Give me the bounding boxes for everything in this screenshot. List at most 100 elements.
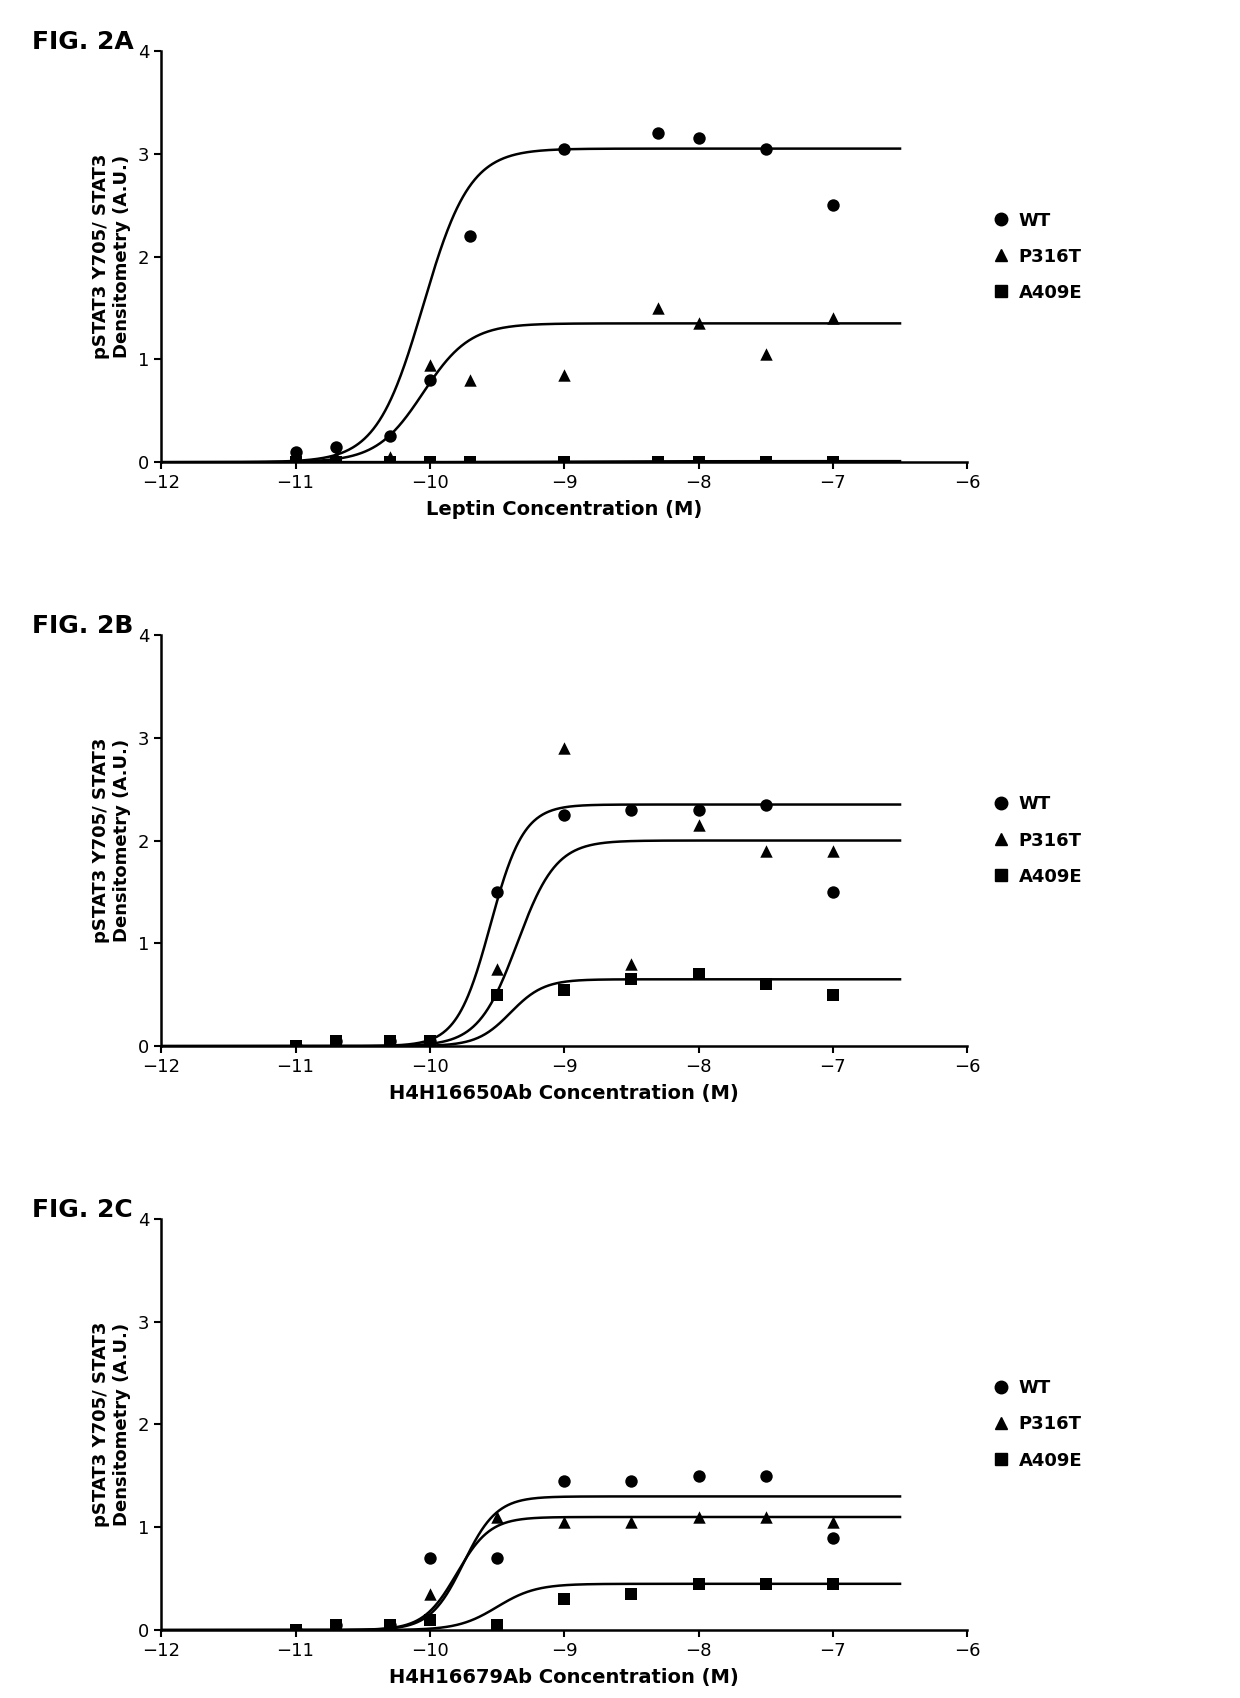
Point bbox=[554, 735, 574, 762]
Point bbox=[326, 1611, 346, 1639]
Point bbox=[649, 119, 668, 146]
Point bbox=[420, 1027, 440, 1054]
Point bbox=[554, 1586, 574, 1613]
Point bbox=[285, 448, 305, 475]
Point bbox=[621, 796, 641, 824]
Point bbox=[688, 1503, 708, 1530]
Point bbox=[487, 1545, 507, 1572]
Point bbox=[756, 136, 776, 163]
Point bbox=[285, 448, 305, 475]
Point bbox=[621, 951, 641, 978]
Point bbox=[487, 1503, 507, 1530]
Point bbox=[756, 971, 776, 998]
Point bbox=[285, 1032, 305, 1060]
Point bbox=[379, 1611, 399, 1639]
Point bbox=[823, 1508, 843, 1535]
Point bbox=[379, 1027, 399, 1054]
Point bbox=[379, 1027, 399, 1054]
Point bbox=[756, 448, 776, 475]
Legend: WT, P316T, A409E: WT, P316T, A409E bbox=[985, 1372, 1090, 1477]
Point bbox=[688, 448, 708, 475]
Point bbox=[326, 1611, 346, 1639]
Point bbox=[285, 1616, 305, 1644]
Point bbox=[326, 1027, 346, 1054]
Text: FIG. 2B: FIG. 2B bbox=[32, 615, 134, 638]
Point bbox=[420, 367, 440, 394]
Point bbox=[688, 1571, 708, 1598]
Y-axis label: pSTAT3 Y705/ STAT3
Densitometry (A.U.): pSTAT3 Y705/ STAT3 Densitometry (A.U.) bbox=[92, 1321, 131, 1527]
Point bbox=[688, 961, 708, 988]
Point bbox=[420, 1581, 440, 1608]
Point bbox=[326, 1611, 346, 1639]
Point bbox=[756, 341, 776, 368]
Point bbox=[621, 966, 641, 993]
Point bbox=[285, 1032, 305, 1060]
Point bbox=[379, 1611, 399, 1639]
Point bbox=[420, 1545, 440, 1572]
Point bbox=[554, 1467, 574, 1494]
Point bbox=[326, 448, 346, 475]
Point bbox=[460, 448, 480, 475]
Point bbox=[554, 136, 574, 163]
Point bbox=[823, 878, 843, 905]
Point bbox=[460, 222, 480, 250]
Point bbox=[420, 1027, 440, 1054]
Point bbox=[326, 443, 346, 470]
Point bbox=[688, 124, 708, 151]
Point bbox=[621, 1467, 641, 1494]
Point bbox=[285, 1616, 305, 1644]
Point bbox=[379, 443, 399, 470]
Point bbox=[487, 981, 507, 1009]
Point bbox=[554, 976, 574, 1004]
Point bbox=[420, 448, 440, 475]
Point bbox=[756, 1571, 776, 1598]
Point bbox=[823, 1571, 843, 1598]
Point bbox=[649, 294, 668, 321]
Point bbox=[823, 448, 843, 475]
Point bbox=[688, 1462, 708, 1489]
Point bbox=[756, 791, 776, 818]
Point bbox=[487, 878, 507, 905]
Point bbox=[554, 362, 574, 389]
Point bbox=[554, 801, 574, 829]
Legend: WT, P316T, A409E: WT, P316T, A409E bbox=[985, 788, 1090, 893]
X-axis label: H4H16679Ab Concentration (M): H4H16679Ab Concentration (M) bbox=[389, 1667, 739, 1688]
Text: FIG. 2C: FIG. 2C bbox=[32, 1199, 133, 1223]
Point bbox=[688, 812, 708, 839]
X-axis label: Leptin Concentration (M): Leptin Concentration (M) bbox=[427, 501, 702, 520]
Point bbox=[379, 1611, 399, 1639]
Point bbox=[420, 1027, 440, 1054]
Point bbox=[649, 448, 668, 475]
Point bbox=[326, 433, 346, 460]
Point bbox=[756, 1462, 776, 1489]
Point bbox=[823, 837, 843, 864]
Point bbox=[756, 837, 776, 864]
Point bbox=[554, 448, 574, 475]
Point bbox=[621, 1581, 641, 1608]
Point bbox=[823, 981, 843, 1009]
Point bbox=[621, 1508, 641, 1535]
Point bbox=[823, 304, 843, 331]
Point bbox=[326, 1027, 346, 1054]
Point bbox=[823, 192, 843, 219]
Point bbox=[688, 309, 708, 336]
Point bbox=[285, 438, 305, 465]
Point bbox=[420, 351, 440, 379]
Point bbox=[823, 1525, 843, 1552]
Point bbox=[326, 1027, 346, 1054]
Point bbox=[379, 448, 399, 475]
Point bbox=[487, 1611, 507, 1639]
Y-axis label: pSTAT3 Y705/ STAT3
Densitometry (A.U.): pSTAT3 Y705/ STAT3 Densitometry (A.U.) bbox=[92, 155, 131, 360]
Point bbox=[554, 1508, 574, 1535]
Y-axis label: pSTAT3 Y705/ STAT3
Densitometry (A.U.): pSTAT3 Y705/ STAT3 Densitometry (A.U.) bbox=[92, 739, 131, 942]
Point bbox=[756, 1503, 776, 1530]
Point bbox=[285, 1032, 305, 1060]
Point bbox=[420, 1606, 440, 1633]
Point bbox=[487, 956, 507, 983]
Point bbox=[460, 367, 480, 394]
Point bbox=[285, 1616, 305, 1644]
Point bbox=[688, 796, 708, 824]
Legend: WT, P316T, A409E: WT, P316T, A409E bbox=[985, 204, 1090, 309]
Text: FIG. 2A: FIG. 2A bbox=[32, 31, 134, 54]
X-axis label: H4H16650Ab Concentration (M): H4H16650Ab Concentration (M) bbox=[389, 1085, 739, 1104]
